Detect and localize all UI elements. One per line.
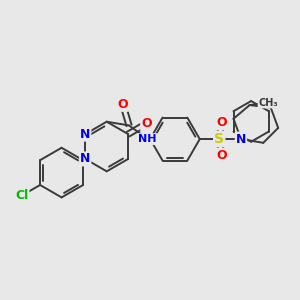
- Text: O: O: [141, 117, 152, 130]
- Text: CH₃: CH₃: [258, 98, 278, 108]
- Text: Cl: Cl: [15, 189, 28, 202]
- Text: N: N: [80, 152, 90, 165]
- Text: O: O: [216, 116, 227, 130]
- Text: N: N: [236, 133, 246, 146]
- Text: O: O: [216, 149, 227, 162]
- Text: N: N: [80, 128, 90, 141]
- Text: NH: NH: [138, 134, 157, 144]
- Text: O: O: [118, 98, 128, 111]
- Text: S: S: [214, 132, 224, 146]
